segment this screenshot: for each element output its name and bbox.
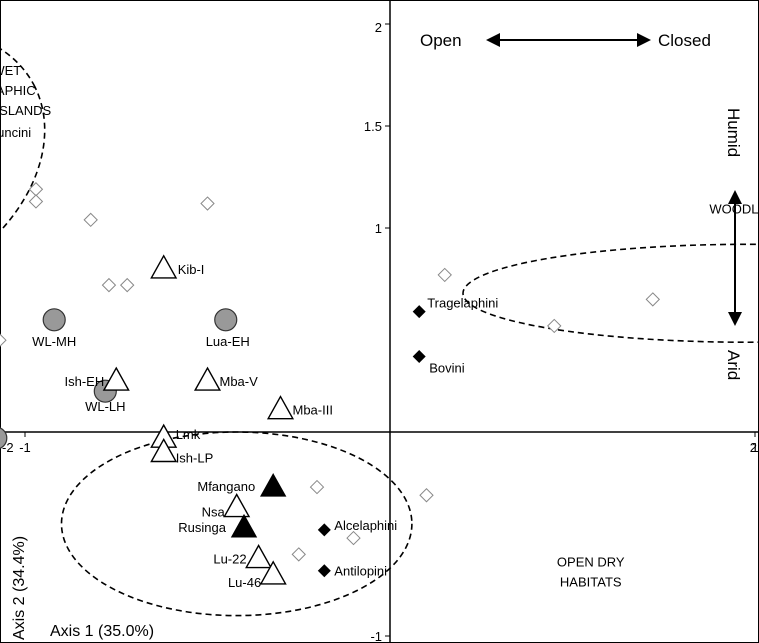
point-label: Antilopini: [334, 564, 387, 579]
species-point: [83, 212, 98, 228]
fossil-site-point: [259, 560, 287, 585]
species-point: [309, 479, 325, 495]
region-ellipses: WETEDAPHICGRASSLANDSWOODLANDOPEN DRYHABI…: [0, 27, 759, 617]
fossil-site-point: [193, 366, 222, 391]
point-labels: CephalophiniRedunciniHippotraginiTragela…: [0, 125, 498, 590]
y-tick-label: -1: [370, 629, 382, 643]
fossil-site-filled-point: [230, 513, 258, 538]
fossil-site-point: [266, 395, 295, 420]
fossil-site-point: [223, 493, 251, 518]
point-label: Mba-III: [293, 403, 333, 418]
point-label: WL-MH: [32, 334, 76, 349]
humid-annotation: Humid: [724, 108, 743, 157]
fossil-site-point: [150, 437, 178, 463]
woodland-ellipse: [462, 243, 759, 344]
wet-grasslands-label: EDAPHIC: [0, 83, 36, 98]
point-label: Tragelaphini: [427, 296, 498, 311]
species-point: [0, 333, 7, 347]
species-point: [200, 196, 215, 211]
species-point: [119, 277, 135, 293]
fossil-site-point: [245, 544, 273, 569]
open-dry-habitats-label: HABITATS: [560, 575, 622, 590]
point-label: WL-LH: [85, 399, 125, 414]
y-tick-label: 1.5: [364, 119, 382, 134]
y-tick-label: 1: [375, 221, 382, 236]
wet-grasslands-label: WET: [0, 63, 21, 78]
x-axis-title: Axis 1 (35.0%): [50, 623, 154, 640]
point-label: Alcelaphini: [334, 518, 397, 533]
point-label: Lu-46: [228, 575, 261, 590]
species-point: [645, 292, 661, 307]
point-label: Nsa: [202, 504, 226, 519]
point-label: Mfangano: [197, 479, 255, 494]
modern-site-point: [0, 427, 8, 449]
point-label: Ish-EH: [65, 374, 105, 389]
species-point: [437, 267, 452, 283]
humid-arid-arrow: [728, 190, 742, 326]
point-label: Reduncini: [0, 125, 31, 140]
data-points: [0, 182, 661, 585]
point-label: Lu-22: [213, 551, 246, 566]
point-label: Bovini: [429, 361, 465, 376]
tribe-point: [317, 523, 331, 537]
fossil-site-point: [150, 254, 178, 279]
modern-site-point: [214, 308, 238, 332]
species-point: [291, 547, 306, 562]
closed-annotation: Closed: [658, 31, 711, 50]
y-axis-title: Axis 2 (34.4%): [11, 536, 28, 640]
wet-grasslands-label: GRASSLANDS: [0, 103, 52, 118]
arid-annotation: Arid: [724, 350, 743, 380]
open-annotation: Open: [420, 31, 462, 50]
species-point: [101, 277, 117, 293]
modern-site-point: [42, 308, 66, 332]
point-label: Lua-EH: [206, 334, 250, 349]
point-label: Lmk: [176, 427, 201, 442]
point-label: Ish-LP: [176, 450, 214, 465]
y-tick-label: 2: [375, 20, 382, 35]
species-point: [28, 194, 44, 209]
point-label: Mba-V: [220, 374, 259, 389]
tribe-point: [412, 350, 426, 364]
open-dry-habitats-label: OPEN DRY: [557, 555, 625, 570]
species-point: [547, 318, 562, 334]
open-closed-arrow: [486, 33, 651, 47]
fossil-site-point: [102, 366, 130, 391]
fossil-site-filled-point: [259, 473, 287, 497]
species-point: [346, 530, 361, 546]
point-label: Kib-I: [178, 262, 205, 277]
x-tick-label: -2: [2, 440, 14, 455]
x-tick-label: -1: [19, 440, 31, 455]
species-point: [419, 488, 434, 503]
x-tick-label: 1: [751, 440, 758, 455]
tribe-point: [317, 564, 331, 578]
point-label: Rusinga: [178, 520, 226, 535]
tribe-point: [412, 305, 426, 319]
wet-grasslands-ellipse: [0, 27, 46, 307]
x-tick-label: 2: [750, 440, 757, 455]
